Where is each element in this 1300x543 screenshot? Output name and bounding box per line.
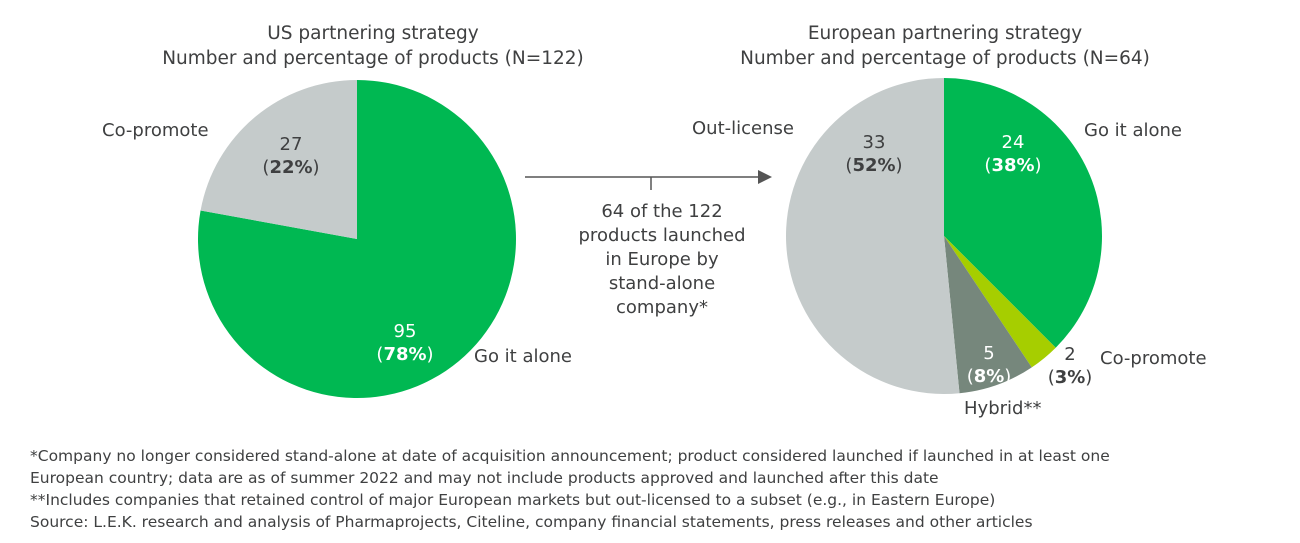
- eu-pct-hybrid: (8%): [966, 366, 1012, 387]
- footnotes: *Company no longer considered stand-alon…: [30, 445, 1110, 533]
- us-title: US partnering strategy: [267, 23, 479, 44]
- pie-slice-hybrid: [944, 236, 1032, 394]
- footnote-3: **Includes companies that retained contr…: [30, 491, 996, 509]
- us-value-co-promote: 27: [279, 134, 303, 155]
- footnote-4: Source: L.E.K. research and analysis of …: [30, 513, 1033, 531]
- pie-slice-go-it-alone: [944, 78, 1103, 348]
- eu-pct-co-promote: (3%): [1047, 367, 1093, 388]
- footnote-2: European country; data are as of summer …: [30, 469, 939, 487]
- pie-slice-out-license: [786, 78, 960, 394]
- us-label-go-alone: Go it alone: [474, 346, 572, 367]
- eu-value-hybrid: 5: [983, 343, 995, 364]
- us-subtitle: Number and percentage of products (N=122…: [162, 48, 584, 69]
- us-pct-co-promote: (22%): [262, 157, 320, 178]
- eu-label-out-license: Out-license: [692, 118, 794, 139]
- eu-value-out-license: 33: [862, 132, 886, 153]
- eu-value-go-alone: 24: [1001, 132, 1025, 153]
- us-value-go-alone: 95: [393, 321, 417, 342]
- pie-slice-co-promote: [944, 236, 1056, 368]
- arrow-note-2: products launched: [578, 225, 746, 246]
- us-label-co-promote: Co-promote: [102, 120, 209, 141]
- eu-subtitle: Number and percentage of products (N=64): [740, 48, 1150, 69]
- eu-title: European partnering strategy: [807, 23, 1083, 44]
- eu-pct-out-license: (52%): [845, 155, 903, 176]
- arrow-note-3: in Europe by: [605, 249, 719, 270]
- arrow-note-1: 64 of the 122: [601, 201, 723, 222]
- eu-label-go-alone: Go it alone: [1084, 120, 1182, 141]
- eu-pct-go-alone: (38%): [984, 155, 1042, 176]
- arrow-head-icon: [758, 170, 772, 184]
- eu-value-co-promote: 2: [1064, 344, 1076, 365]
- europe-pie: [786, 78, 1103, 394]
- footnote-1: *Company no longer considered stand-alon…: [30, 447, 1110, 465]
- us-pie: [197, 80, 516, 398]
- eu-label-co-promote: Co-promote: [1100, 348, 1207, 369]
- arrow-note-4: stand-alone: [608, 273, 716, 294]
- us-pct-go-alone: (78%): [376, 344, 434, 365]
- eu-label-hybrid: Hybrid**: [964, 398, 1042, 419]
- pie-slice-co-promote: [200, 80, 357, 239]
- arrow-note-5: company*: [616, 297, 708, 318]
